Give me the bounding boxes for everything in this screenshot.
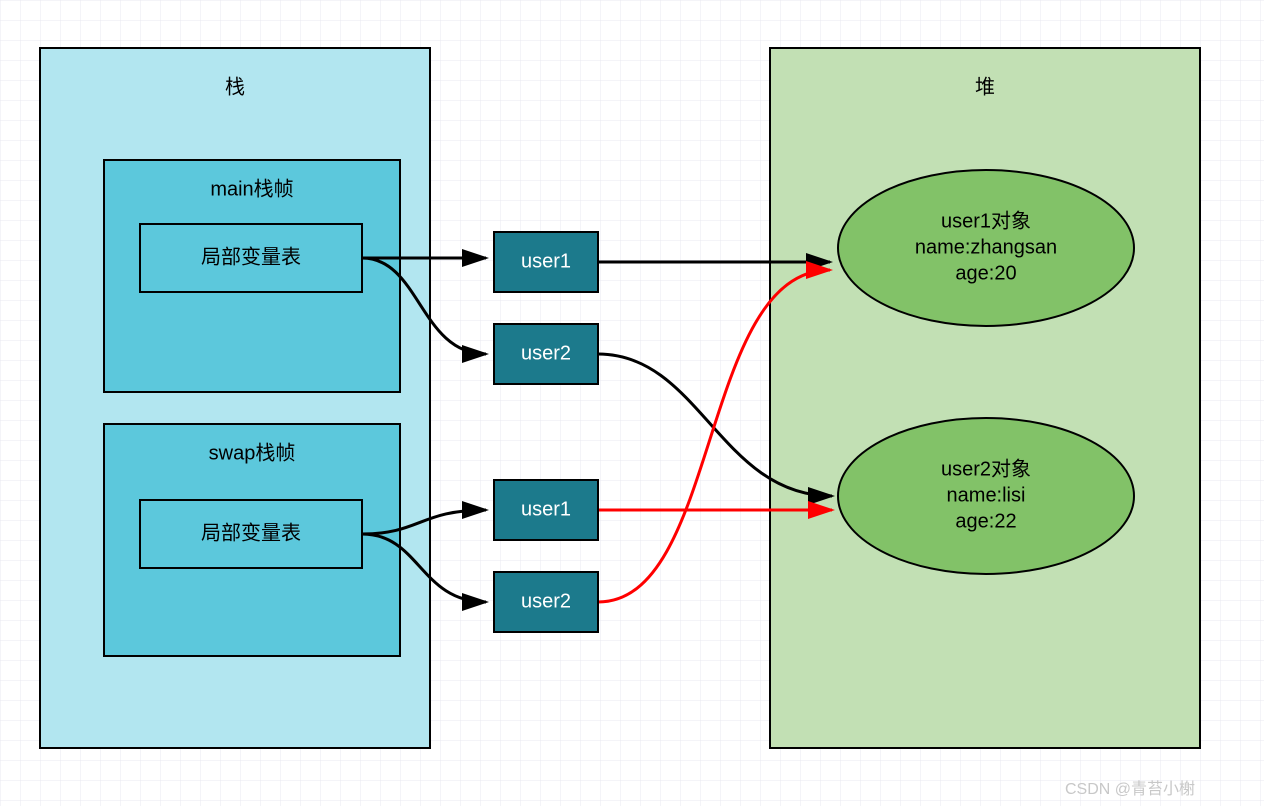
stack-frame-title: main栈帧 (210, 177, 293, 200)
heap-title: 堆 (975, 75, 995, 98)
var-box-label: user1 (521, 498, 571, 520)
heap-object-line: user2对象 (941, 457, 1031, 480)
heap-object-line: name:zhangsan (915, 236, 1057, 258)
local-var-table-label: 局部变量表 (201, 245, 301, 268)
heap-object-line: name:lisi (947, 484, 1026, 506)
stack-title: 栈 (225, 75, 245, 98)
var-box-label: user2 (521, 590, 571, 612)
var-box-label: user2 (521, 342, 571, 364)
stack-frame-title: swap栈帧 (209, 441, 296, 464)
heap-object-line: age:20 (955, 262, 1016, 284)
heap-container (770, 48, 1200, 748)
heap-object-line: age:22 (955, 510, 1016, 532)
watermark: CSDN @青苔小榭 (1065, 780, 1195, 798)
local-var-table-label: 局部变量表 (201, 521, 301, 544)
heap-object-line: user1对象 (941, 209, 1031, 232)
var-box-label: user1 (521, 250, 571, 272)
